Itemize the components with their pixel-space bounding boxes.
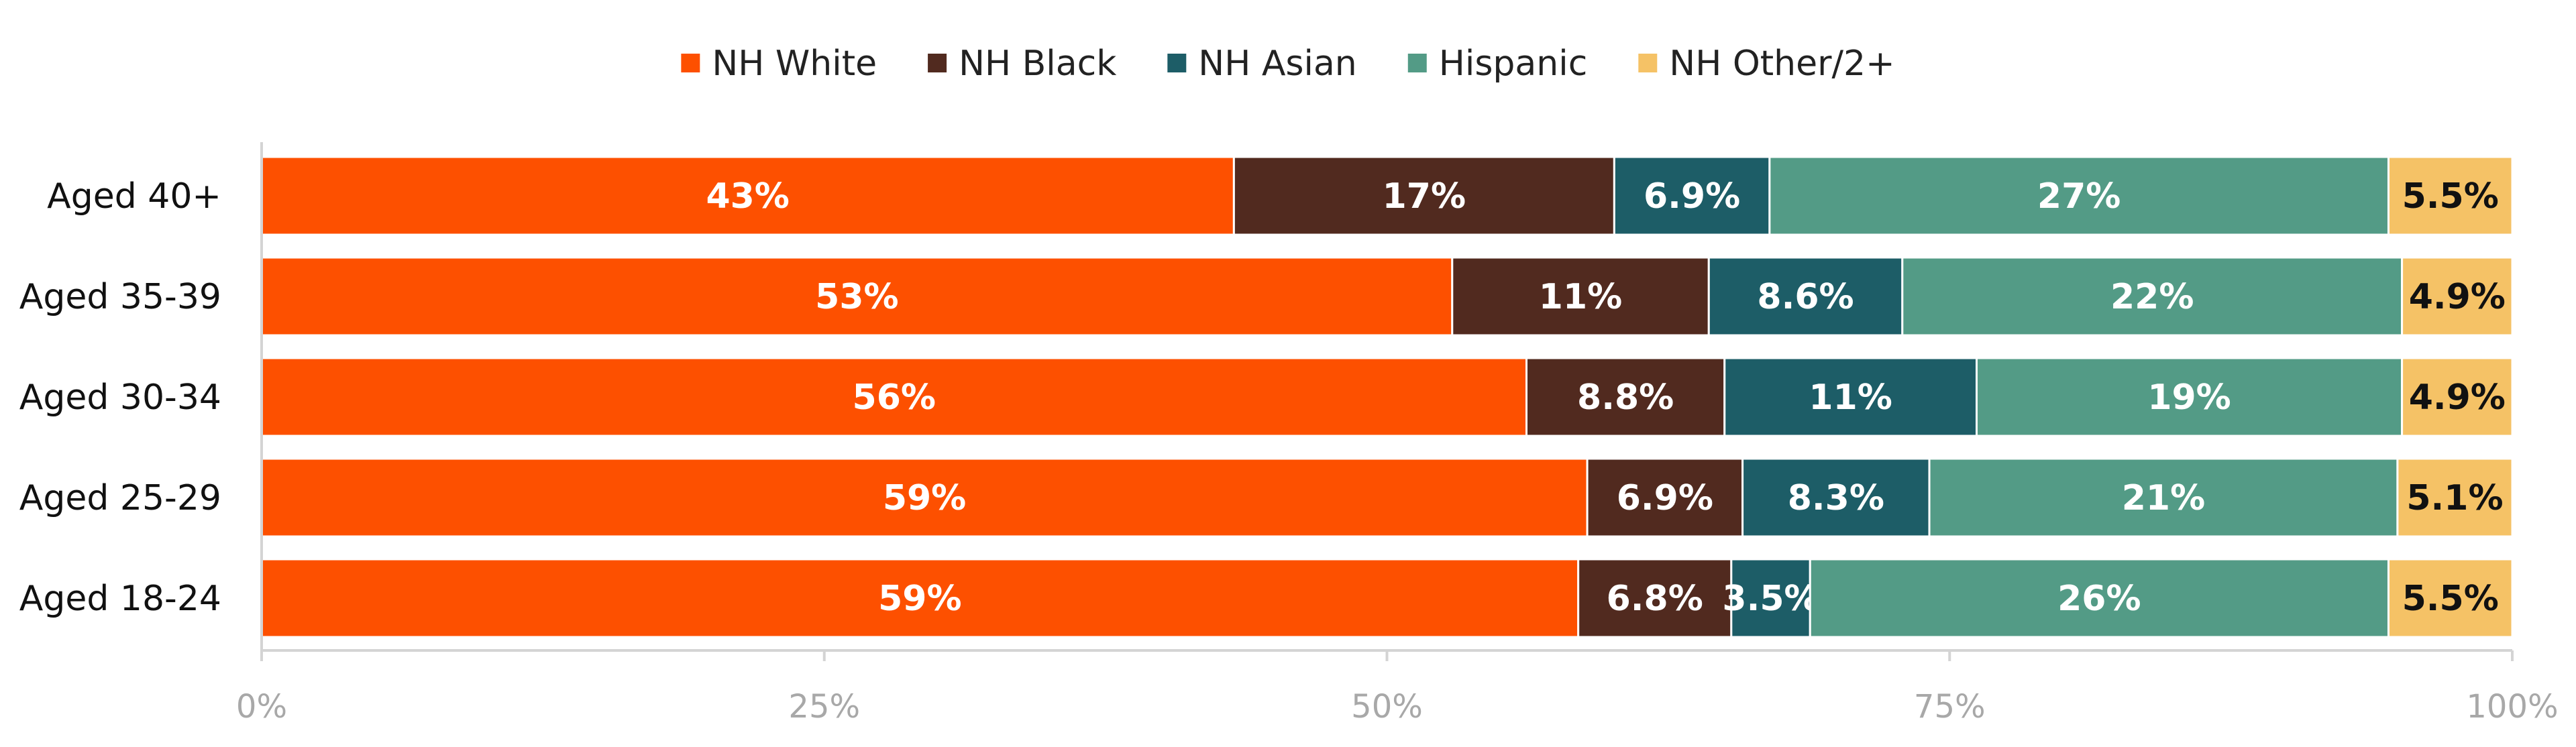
bar-nh-black-aged-40 [1232,156,1615,236]
bar-hispanic-aged-35-39 [1901,256,2404,337]
bar-nh-other-2-aged-30-34 [2401,357,2514,437]
legend-swatch-hispanic [1407,54,1427,72]
bar-nh-black-aged-30-34 [1525,357,1726,437]
x-tick-label-0: 0% [236,688,287,726]
x-tick-label-100: 100% [2466,688,2558,726]
legend: NH White NH Black NH Asian Hispanic NH Other… [681,44,1895,84]
bar-nh-other-2-aged-18-24 [2387,558,2514,638]
bar-nh-other-2-aged-40 [2387,156,2514,236]
data-label-nh-white-aged-35-39: 53% [815,277,898,317]
x-tick-label-50: 50% [1351,688,1423,726]
bar-nh-other-2-aged-35-39 [2401,256,2514,337]
legend-swatch-nh-asian [1167,54,1187,72]
legend-item-hispanic: Hispanic [1407,44,1588,84]
legend-swatch-nh-other-2 [1638,54,1658,72]
bar-nh-black-aged-25-29 [1586,457,1744,538]
bar-nh-asian-aged-18-24 [1730,558,1811,638]
data-label-hispanic-aged-35-39: 22% [2110,277,2194,317]
category-label-aged-25-29: Aged 25-29 [19,478,221,518]
legend-label-nh-asian: NH Asian [1198,44,1356,84]
bar-hispanic-aged-25-29 [1928,457,2399,538]
bar-hispanic-aged-30-34 [1976,357,2404,437]
x-tick-label-75: 75% [1914,688,1986,726]
data-label-hispanic-aged-30-34: 19% [2147,378,2231,418]
bar-row-aged-35-39: 53% 11% 8.6% 22% 4.9% [260,256,2514,337]
data-label-nh-black-aged-40: 17% [1383,176,1466,217]
bar-row-aged-25-29: 59% 6.9% 8.3% 21% 5.1% [260,457,2514,538]
legend-label-nh-black: NH Black [959,44,1116,84]
bar-nh-asian-aged-40 [1613,156,1771,236]
bar-nh-white-aged-18-24 [260,558,1580,638]
legend-swatch-nh-black [928,54,947,72]
data-label-nh-asian-aged-30-34: 11% [1809,378,1892,418]
legend-label-nh-other-2: NH Other/2+ [1669,44,1894,84]
category-label-aged-35-39: Aged 35-39 [19,277,221,317]
data-label-nh-black-aged-30-34: 8.8% [1577,378,1674,418]
category-label-aged-30-34: Aged 30-34 [19,378,221,418]
data-label-hispanic-aged-25-29: 21% [2122,478,2205,518]
data-label-nh-white-aged-30-34: 56% [853,378,936,418]
legend-item-nh-asian: NH Asian [1167,44,1357,84]
data-label-hispanic-aged-18-24: 26% [2057,579,2141,619]
bar-row-aged-18-24: 59% 6.8% 3.5% 26% 5.5% [260,558,2514,638]
x-tick-label-25: 25% [788,688,860,726]
data-label-nh-asian-aged-35-39: 8.6% [1757,277,1854,317]
bar-row-aged-40: 43% 17% 6.9% 27% 5.5% [260,156,2514,236]
plot-area: 43% 17% 6.9% 27% 5.5% 53% 11% 8.6% 22% 4.9% 56% 8.8… [260,156,2514,638]
data-label-nh-asian-aged-18-24: 3.5% [1722,579,1819,619]
category-label-aged-40: Aged 40+ [47,176,221,217]
bar-nh-white-aged-35-39 [260,256,1454,337]
bar-nh-asian-aged-35-39 [1707,256,1904,337]
data-label-nh-black-aged-25-29: 6.9% [1617,478,1713,518]
data-label-nh-other-2-aged-18-24: 5.5% [2402,579,2499,619]
bar-nh-white-aged-40 [260,156,1235,236]
data-label-nh-white-aged-25-29: 59% [883,478,966,518]
bar-nh-black-aged-18-24 [1577,558,1733,638]
data-label-nh-other-2-aged-35-39: 4.9% [2409,277,2506,317]
data-label-nh-black-aged-18-24: 6.8% [1607,579,1703,619]
data-label-nh-other-2-aged-25-29: 5.1% [2406,478,2503,518]
legend-label-nh-white: NH White [712,44,877,84]
category-label-aged-18-24: Aged 18-24 [19,579,221,619]
bar-nh-asian-aged-30-34 [1723,357,1978,437]
data-label-nh-white-aged-18-24: 59% [878,579,961,619]
legend-swatch-nh-white [681,54,700,72]
data-label-nh-asian-aged-40: 6.9% [1644,176,1740,217]
legend-item-nh-black: NH Black [928,44,1116,84]
data-label-nh-other-2-aged-30-34: 4.9% [2409,378,2506,418]
bar-hispanic-aged-40 [1768,156,2390,236]
bar-nh-other-2-aged-25-29 [2396,457,2514,538]
bar-nh-asian-aged-25-29 [1741,457,1931,538]
bar-row-aged-30-34: 56% 8.8% 11% 19% 4.9% [260,357,2514,437]
legend-item-nh-other-2: NH Other/2+ [1638,44,1895,84]
bar-nh-black-aged-35-39 [1451,256,1710,337]
data-label-nh-asian-aged-25-29: 8.3% [1788,478,1884,518]
legend-label-hispanic: Hispanic [1439,44,1588,84]
legend-item-nh-white: NH White [681,44,877,84]
data-label-nh-other-2-aged-40: 5.5% [2402,176,2499,217]
data-label-nh-black-aged-35-39: 11% [1539,277,1622,317]
data-label-hispanic-aged-40: 27% [2037,176,2121,217]
data-label-nh-white-aged-40: 43% [706,176,789,217]
axes: Aged 40+ Aged 35-39 Aged 30-34 Aged 25-29 Ag… [19,142,2559,726]
